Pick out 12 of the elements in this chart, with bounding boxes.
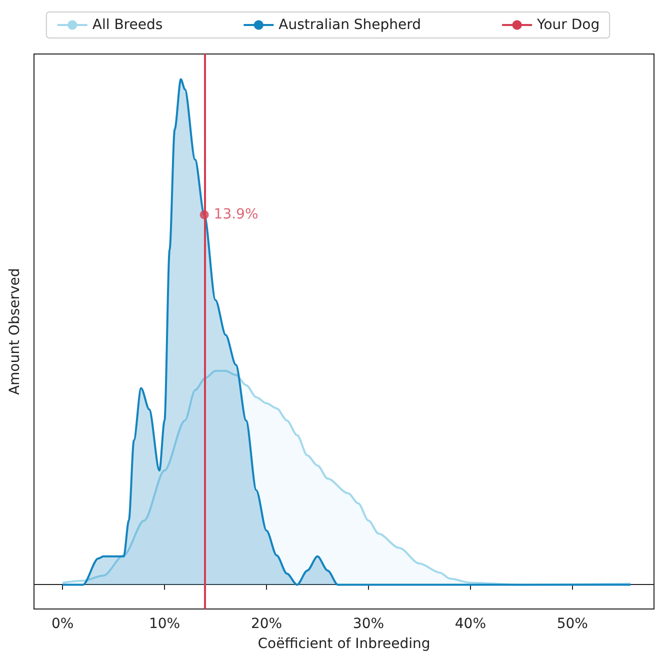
x-tick-label: 20% xyxy=(250,616,282,632)
legend-label: All Breeds xyxy=(92,17,163,33)
x-tick-label: 0% xyxy=(51,616,74,632)
x-axis-title: Coëfficient of Inbreeding xyxy=(258,636,430,652)
annotation: 13.9% xyxy=(214,206,258,223)
legend-label: Your Dog xyxy=(536,17,600,33)
x-tick-label: 30% xyxy=(352,616,384,632)
x-tick-label: 50% xyxy=(556,616,588,632)
x-tick-label: 10% xyxy=(148,616,180,632)
x-tick-label: 40% xyxy=(454,616,486,632)
y-axis-title: Amount Observed xyxy=(7,268,23,395)
legend-label: Australian Shepherd xyxy=(278,17,422,33)
